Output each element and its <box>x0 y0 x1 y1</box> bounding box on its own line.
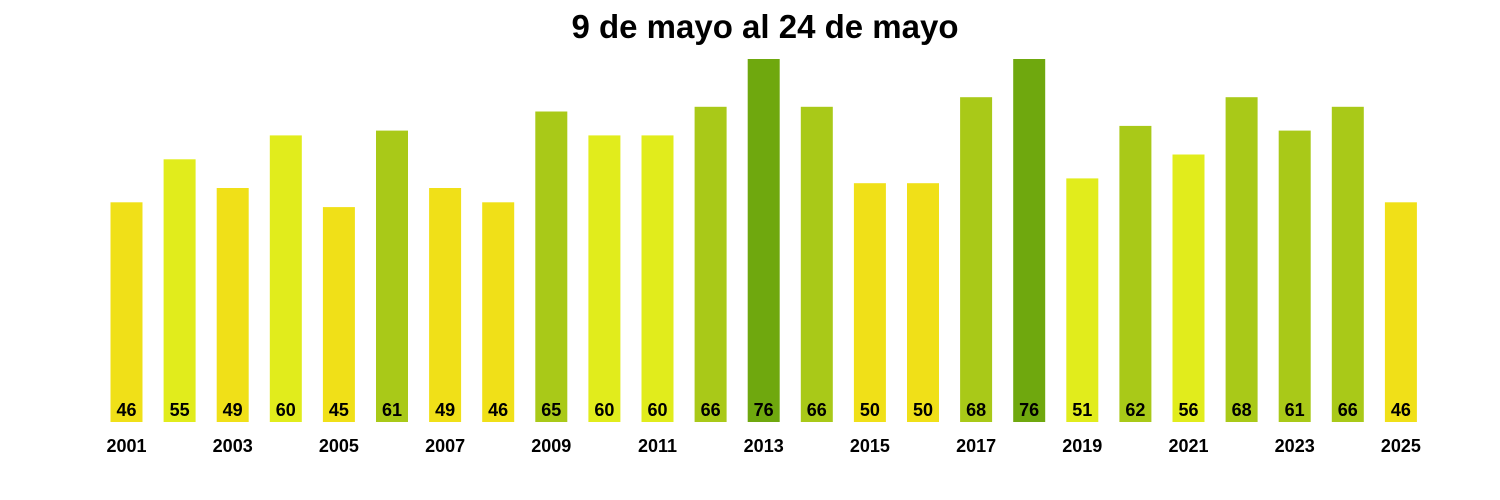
value-label-2024: 66 <box>1338 400 1358 420</box>
bar-2011 <box>641 135 674 422</box>
x-tick-label-2003: 2003 <box>213 436 253 456</box>
value-label-2010: 60 <box>594 400 614 420</box>
bar-2022 <box>1225 97 1258 422</box>
bar-2014 <box>800 106 833 423</box>
value-label-2004: 60 <box>276 400 296 420</box>
bar-2007 <box>429 188 462 422</box>
bar-2023 <box>1278 130 1311 422</box>
value-label-2008: 46 <box>488 400 508 420</box>
bar-2004 <box>269 135 302 422</box>
value-label-2020: 62 <box>1125 400 1145 420</box>
bar-2025 <box>1384 202 1417 422</box>
value-label-2005: 45 <box>329 400 349 420</box>
value-label-2013: 76 <box>754 400 774 420</box>
value-label-2003: 49 <box>223 400 243 420</box>
value-label-2021: 56 <box>1178 400 1198 420</box>
bar-2009 <box>535 111 568 422</box>
value-label-2012: 66 <box>701 400 721 420</box>
chart-title: 9 de mayo al 24 de mayo <box>571 8 959 45</box>
value-label-2011: 60 <box>647 400 667 420</box>
value-label-2007: 49 <box>435 400 455 420</box>
bar-2001 <box>110 202 143 422</box>
x-tick-label-2017: 2017 <box>956 436 996 456</box>
value-label-2006: 61 <box>382 400 402 420</box>
x-tick-label-2023: 2023 <box>1275 436 1315 456</box>
bar-2010 <box>588 135 621 422</box>
bar-2013 <box>747 59 780 422</box>
value-label-2025: 46 <box>1391 400 1411 420</box>
bar-2008 <box>482 202 515 422</box>
value-label-2019: 51 <box>1072 400 1092 420</box>
bar-2015 <box>853 183 886 422</box>
x-axis-ticks: 2001 2003 2005 2007 2009 2011 2013 2015 2017 2019… <box>106 436 1420 456</box>
value-labels-group: 46 55 49 60 45 61 49 46 65 60 60 66 76 66 50 50 68 76 51 62… <box>116 400 1410 420</box>
x-tick-label-2019: 2019 <box>1062 436 1102 456</box>
x-tick-label-2013: 2013 <box>744 436 784 456</box>
x-tick-label-2007: 2007 <box>425 436 465 456</box>
bar-2005 <box>322 207 355 422</box>
bar-2003 <box>216 188 249 422</box>
value-label-2018: 76 <box>1019 400 1039 420</box>
value-label-2009: 65 <box>541 400 561 420</box>
x-tick-label-2015: 2015 <box>850 436 890 456</box>
value-label-2001: 46 <box>116 400 136 420</box>
value-label-2016: 50 <box>913 400 933 420</box>
x-tick-label-2011: 2011 <box>638 436 677 456</box>
value-label-2022: 68 <box>1232 400 1252 420</box>
bar-2018 <box>1013 59 1046 422</box>
value-label-2002: 55 <box>170 400 190 420</box>
bars-group <box>110 59 1417 423</box>
x-tick-label-2009: 2009 <box>531 436 571 456</box>
value-label-2014: 66 <box>807 400 827 420</box>
value-label-2015: 50 <box>860 400 880 420</box>
bar-2017 <box>960 97 993 422</box>
bar-2024 <box>1331 106 1364 423</box>
value-label-2023: 61 <box>1285 400 1305 420</box>
x-tick-label-2005: 2005 <box>319 436 359 456</box>
bar-2021 <box>1172 154 1205 422</box>
bar-2002 <box>163 159 196 423</box>
x-tick-label-2001: 2001 <box>106 436 146 456</box>
bar-2020 <box>1119 125 1152 423</box>
x-tick-label-2021: 2021 <box>1168 436 1208 456</box>
x-tick-label-2025: 2025 <box>1381 436 1421 456</box>
bar-2012 <box>694 106 727 423</box>
bar-2019 <box>1066 178 1099 422</box>
bar-2006 <box>376 130 408 422</box>
bar-2016 <box>907 183 939 422</box>
value-label-2017: 68 <box>966 400 986 420</box>
